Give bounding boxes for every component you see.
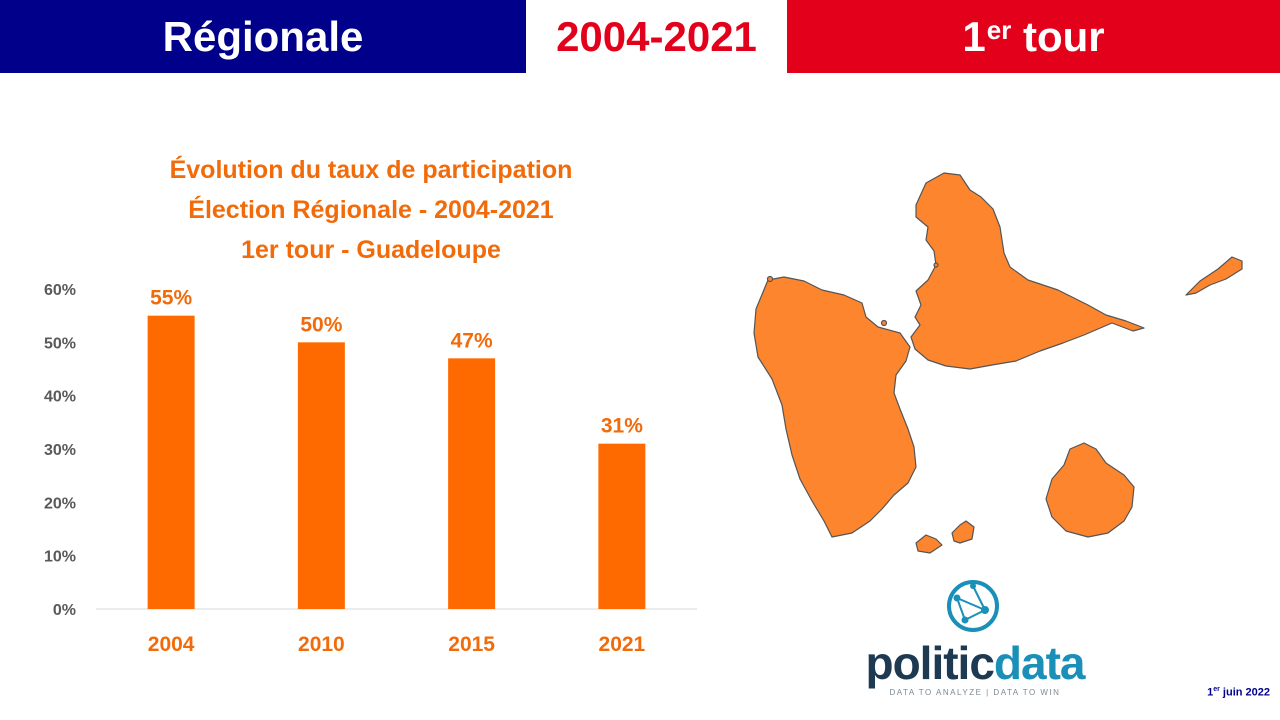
map-marie-galante bbox=[1045, 442, 1135, 538]
x-category-label: 2004 bbox=[148, 633, 195, 656]
logo-wordmark: politicdata bbox=[860, 640, 1090, 686]
header-round: 1 er tour bbox=[787, 0, 1280, 73]
header-years: 2004-2021 bbox=[526, 0, 787, 73]
bar-2015 bbox=[448, 358, 496, 609]
y-tick-label: 0% bbox=[53, 602, 76, 619]
y-tick-label: 60% bbox=[44, 282, 76, 299]
logo-tagline: DATA TO ANALYZE | DATA TO WIN bbox=[889, 688, 1061, 697]
globe-network-icon bbox=[947, 580, 999, 632]
publication-date: 1er juin 2022 bbox=[1207, 686, 1270, 699]
y-tick-label: 50% bbox=[44, 335, 76, 352]
date-day: 1 bbox=[1207, 686, 1214, 699]
map-islet-1 bbox=[766, 275, 774, 283]
map-grande-terre bbox=[910, 172, 1145, 370]
y-tick-label: 30% bbox=[44, 442, 76, 459]
y-tick-label: 10% bbox=[44, 549, 76, 566]
logo-word-politic: politic bbox=[865, 637, 994, 689]
data-label-2021: 31% bbox=[601, 415, 643, 438]
chart-title-line-3: 1er tour - Guadeloupe bbox=[241, 236, 501, 264]
y-tick-label: 40% bbox=[44, 389, 76, 406]
map-islet-3 bbox=[880, 319, 888, 327]
header-left-text: Régionale bbox=[162, 12, 364, 60]
x-category-label: 2010 bbox=[298, 633, 345, 656]
header-round-word: tour bbox=[1011, 12, 1105, 60]
chart-title-line-2: Élection Régionale - 2004-2021 bbox=[188, 196, 554, 224]
map-les-saintes-1 bbox=[915, 534, 943, 554]
date-rest: juin 2022 bbox=[1219, 686, 1270, 699]
bar-2010 bbox=[297, 342, 345, 609]
map-basse-terre bbox=[753, 276, 917, 538]
logo-word-data: data bbox=[993, 637, 1086, 689]
map-islet-2 bbox=[933, 262, 939, 268]
data-label-2010: 50% bbox=[300, 313, 342, 336]
map-la-desirade bbox=[1185, 256, 1243, 296]
header-round-sup: er bbox=[986, 15, 1012, 45]
header-center-text: 2004-2021 bbox=[556, 12, 757, 60]
map-les-saintes-2 bbox=[951, 520, 975, 544]
header-round-number: 1 bbox=[962, 12, 986, 60]
participation-bar-chart: 0% 10% 20% 30% 40% 50% 60% 55% 2004 50% 2010 47% 201… bbox=[44, 282, 697, 656]
chart-title-line-1: Évolution du taux de participation bbox=[169, 156, 573, 184]
x-category-label: 2021 bbox=[599, 633, 646, 656]
date-sup: er bbox=[1213, 686, 1220, 693]
bar-2004 bbox=[147, 315, 195, 609]
data-label-2015: 47% bbox=[451, 329, 493, 352]
y-tick-label: 20% bbox=[44, 495, 76, 512]
politicdata-logo: politicdata DATA TO ANALYZE | DATA TO WI… bbox=[860, 578, 1090, 698]
x-category-label: 2015 bbox=[448, 633, 495, 656]
guadeloupe-map bbox=[753, 172, 1243, 554]
chart-title: Évolution du taux de participation Élect… bbox=[96, 150, 646, 270]
data-label-2004: 55% bbox=[150, 287, 192, 310]
header-regionale: Régionale bbox=[0, 0, 526, 73]
bar-2021 bbox=[598, 443, 646, 609]
